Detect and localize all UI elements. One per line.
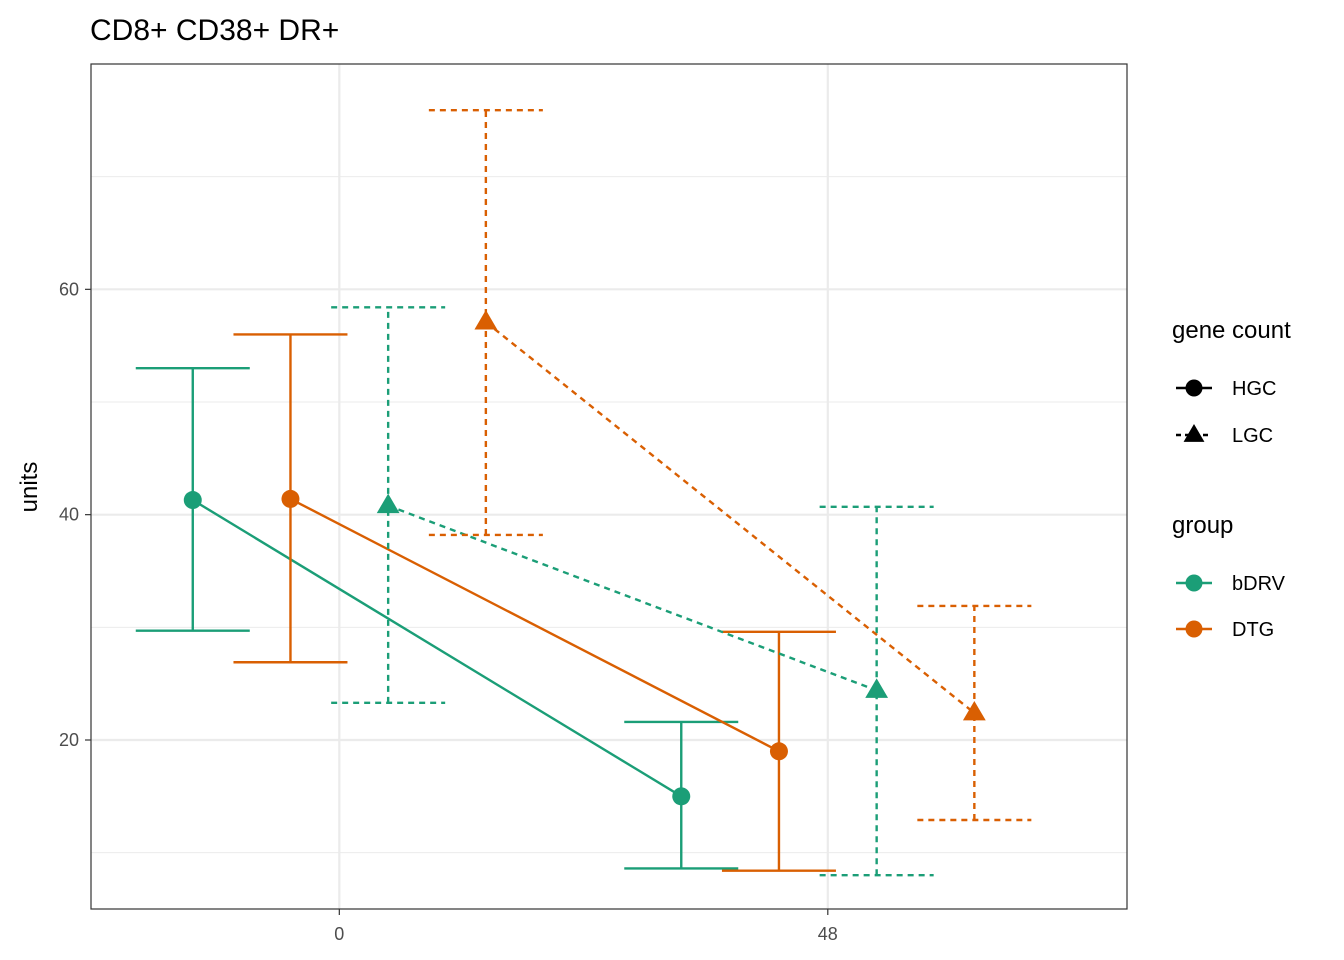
legend-title: gene count [1172, 317, 1291, 344]
x-tick-label: 0 [334, 924, 344, 944]
series-line [485, 321, 976, 714]
plot-data [135, 108, 1032, 877]
data-point [672, 787, 691, 806]
y-tick-label: 20 [59, 730, 79, 750]
chart-title: CD8+ CD38+ DR+ [90, 14, 339, 47]
legend-label: DTG [1232, 619, 1274, 641]
series-line [192, 498, 682, 798]
legend-key-marker [1185, 574, 1203, 592]
data-point [474, 310, 498, 330]
legend-key-marker [1185, 620, 1203, 638]
x-tick-label: 48 [818, 924, 838, 944]
grid [91, 64, 1127, 909]
axes: 20 40 60 0 48 [59, 279, 838, 944]
legend: gene count HGC LGC group bDRV DTG [1172, 317, 1291, 641]
data-point [281, 489, 300, 508]
legend-label: HGC [1232, 378, 1276, 400]
legend-key-marker [1185, 379, 1203, 397]
y-axis-title: units [16, 462, 43, 513]
data-point [865, 678, 889, 698]
panel-border [90, 63, 1128, 910]
data-point [769, 742, 788, 761]
series-line [289, 497, 780, 753]
legend-label: bDRV [1232, 573, 1286, 595]
data-point [183, 491, 202, 510]
legend-label: LGC [1232, 425, 1273, 447]
data-point [962, 700, 986, 721]
data-point [376, 493, 400, 514]
legend-title: group [1172, 512, 1233, 539]
y-tick-label: 40 [59, 505, 79, 525]
legend-key-marker [1183, 424, 1205, 442]
y-tick-label: 60 [59, 279, 79, 299]
